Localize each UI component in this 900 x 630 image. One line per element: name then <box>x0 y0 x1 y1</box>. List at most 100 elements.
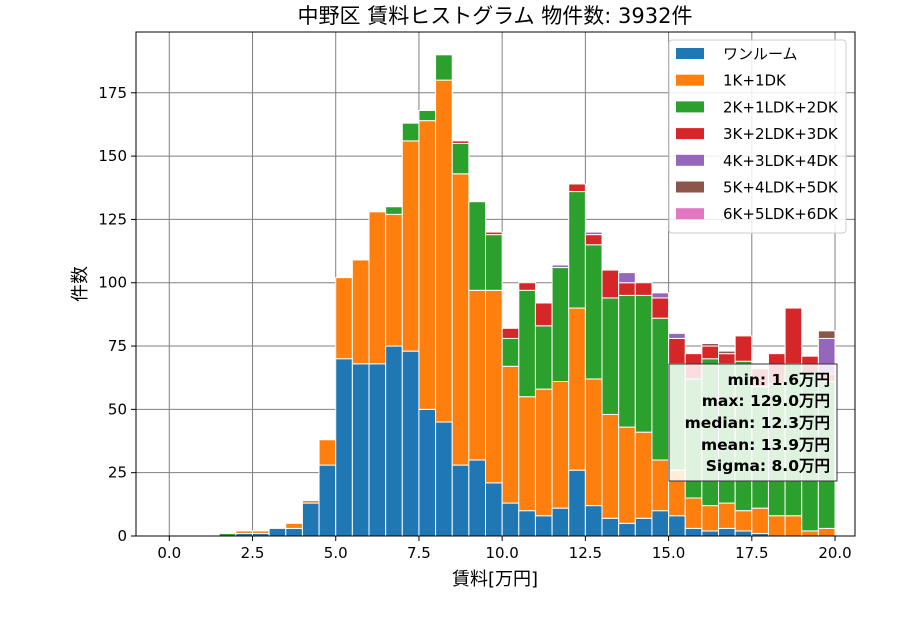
bar-segment <box>584 505 603 537</box>
legend-swatch <box>676 181 704 193</box>
bar-segment <box>468 459 487 537</box>
bar-segment <box>418 110 437 122</box>
bar-segment <box>518 510 536 537</box>
bar-segment <box>518 282 536 291</box>
bar-segment <box>718 353 736 365</box>
bar-segment <box>385 206 403 215</box>
bar-segment <box>817 330 836 339</box>
y-tick-label: 25 <box>108 464 127 482</box>
legend-swatch <box>676 101 704 113</box>
bar-segment <box>618 426 636 524</box>
bar-segment <box>684 497 703 529</box>
bar-segment <box>767 515 786 537</box>
bar-segment <box>534 302 553 327</box>
bar-segment <box>518 289 536 398</box>
bar-segment <box>468 289 487 461</box>
bar-segment <box>485 231 503 236</box>
x-tick-label: 15.0 <box>652 544 685 562</box>
y-tick-label: 75 <box>108 337 127 355</box>
bar-segment <box>435 421 453 537</box>
bar-segment <box>451 140 470 144</box>
x-tick-label: 0.0 <box>157 544 181 562</box>
bar-segment <box>501 502 520 537</box>
legend-swatch <box>676 48 704 59</box>
x-tick-label: 17.5 <box>735 544 768 562</box>
bar-segment <box>634 282 653 296</box>
x-tick-label: 7.5 <box>407 544 431 562</box>
bar-segment <box>534 325 553 390</box>
bar-segment <box>651 292 670 299</box>
bar-segment <box>451 142 470 175</box>
stats-min: min: 1.6万円 <box>727 371 830 389</box>
legend-swatch <box>676 154 704 166</box>
y-tick-label: 50 <box>108 400 127 418</box>
legend-box <box>668 39 847 234</box>
bar-segment <box>418 120 437 410</box>
bar-segment <box>651 297 670 319</box>
bar-segment <box>734 530 753 537</box>
bar-segment <box>651 510 670 537</box>
bar-segment <box>684 527 703 537</box>
bar-segment <box>584 378 603 507</box>
legend-label: 4K+3LDK+4DK <box>723 152 839 170</box>
bar-segment <box>501 337 520 367</box>
bar-segment <box>568 183 586 193</box>
bar-segment <box>385 213 403 347</box>
bar-segment <box>701 345 720 360</box>
bar-segment <box>335 277 353 360</box>
bar-segment <box>701 343 720 347</box>
bar-segment <box>601 269 620 299</box>
x-tick-label: 20.0 <box>818 544 851 562</box>
stats-median: median: 12.3万円 <box>685 414 830 432</box>
bar-segment <box>252 530 270 534</box>
bar-segment <box>401 122 420 142</box>
bar-segment <box>568 191 586 309</box>
bar-segment <box>718 502 736 529</box>
legend-label: 6K+5LDK+6DK <box>723 205 839 223</box>
bar-segment <box>651 459 670 512</box>
bar-segment <box>285 522 303 529</box>
legend-swatch <box>676 208 704 220</box>
bar-segment <box>518 396 536 512</box>
stats-max: max: 129.0万円 <box>702 392 830 410</box>
x-tick-label: 10.0 <box>485 544 518 562</box>
bar-segment <box>718 527 736 537</box>
bar-segment <box>551 264 570 269</box>
x-tick-label: 2.5 <box>241 544 265 562</box>
bar-segment <box>534 388 553 517</box>
bar-segment <box>634 294 653 433</box>
y-tick-label: 0 <box>117 527 127 545</box>
bar-segment <box>584 244 603 380</box>
bar-segment <box>734 510 753 532</box>
bar-segment <box>301 500 320 504</box>
bar-segment <box>817 527 836 537</box>
x-tick-label: 12.5 <box>569 544 602 562</box>
legend-label: 1K+1DK <box>723 72 787 90</box>
bar-segment <box>618 522 636 537</box>
bar-segment <box>551 267 570 383</box>
bar-segment <box>501 365 520 504</box>
bar-segment <box>435 54 453 81</box>
bar-segment <box>451 173 470 466</box>
bar-segment <box>584 231 603 236</box>
plot-frame <box>135 31 856 537</box>
stats-annotation: min: 1.6万円 max: 129.0万円 median: 12.3万円 m… <box>668 363 838 482</box>
bar-segment <box>751 507 769 534</box>
bar-segment <box>318 464 337 537</box>
bar-segment <box>268 527 287 537</box>
bar-segment <box>801 530 819 537</box>
legend-swatch <box>676 74 704 86</box>
bar-segment <box>718 350 736 355</box>
stats-sigma: Sigma: 8.0万円 <box>706 457 830 475</box>
bar-segment <box>634 517 653 537</box>
bar-segment <box>351 259 370 365</box>
y-tick-label: 150 <box>98 147 127 165</box>
bar-segment <box>568 307 586 471</box>
bar-segment <box>335 358 353 537</box>
bar-segment <box>651 317 670 461</box>
chart-title: 中野区 賃料ヒストグラム 物件数: 3932件 <box>298 4 693 28</box>
x-tick-label: 5.0 <box>324 544 348 562</box>
y-tick-label: 125 <box>98 210 127 228</box>
